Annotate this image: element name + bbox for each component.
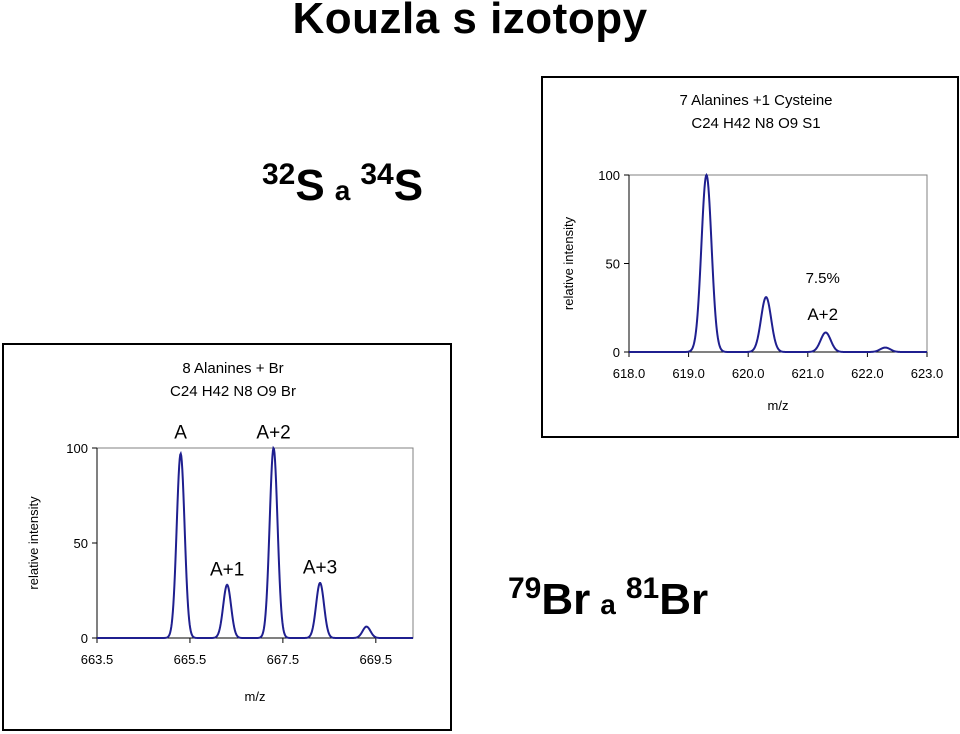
x-tick-label: 618.0 [613,366,646,381]
plot-area [628,174,928,353]
conjunction: a [334,175,351,206]
peak-annotation: 7.5% [806,270,840,287]
y-axis-label: relative intensity [561,216,576,310]
x-tick-label: 623.0 [911,366,944,381]
x-tick-label: 669.5 [360,652,393,667]
spectrum-panel-cysteine: 7 Alanines +1 Cysteine C24 H42 N8 O9 S1 0 5… [541,76,959,438]
element-symbol: S [393,161,424,210]
y-tick-label: 0 [81,631,88,646]
plot-area [96,447,414,639]
mass-number: 32 [262,158,296,191]
spectrum-chart-bromine: 8 Alanines + Br C24 H42 N8 O9 Br 0 50 100 663… [26,360,414,704]
y-tick-label: 50 [74,536,88,551]
spectrum-line [97,445,413,639]
peak-annotation: A [174,422,187,443]
element-symbol: Br [659,575,709,624]
spectrum-panel-bromine: 8 Alanines + Br C24 H42 N8 O9 Br 0 50 100 663… [2,343,452,731]
x-tick-label: 620.0 [732,366,765,381]
isotope-label-bromine: 79Br a 81Br [508,574,708,622]
x-axis-label: m/z [245,689,266,704]
x-axis-label: m/z [768,398,789,413]
element-symbol: Br [541,575,591,624]
mass-number: 81 [625,572,660,605]
y-tick-label: 0 [613,345,620,360]
chart-subtitle: C24 H42 N8 O9 S1 [691,115,820,132]
chart-subtitle: C24 H42 N8 O9 Br [170,383,296,400]
peak-annotation: A+3 [303,557,337,578]
spectrum-line [629,173,927,353]
conjunction: a [600,589,616,620]
y-tick-label: 100 [66,441,88,456]
element-symbol: S [295,161,325,210]
mass-number: 34 [360,158,394,191]
x-tick-label: 663.5 [81,652,114,667]
chart-title: 8 Alanines + Br [182,360,283,377]
isotope-label-sulfur: 32S a 34S [262,160,423,208]
chart-title: 7 Alanines +1 Cysteine [679,92,832,109]
x-tick-label: 622.0 [851,366,884,381]
peak-annotation: A+2 [256,422,290,443]
peak-annotation: A+1 [210,559,244,580]
mass-number: 79 [508,572,542,605]
y-axis-label: relative intensity [26,496,41,590]
page-title: Kouzla s izotopy [292,0,648,43]
x-tick-label: 619.0 [672,366,705,381]
y-tick-label: 50 [606,257,620,272]
x-tick-label: 665.5 [174,652,207,667]
peak-annotation: A+2 [807,305,838,324]
y-tick-label: 100 [598,168,620,183]
spectrum-chart-cysteine: 7 Alanines +1 Cysteine C24 H42 N8 O9 S1 0 5… [561,92,944,413]
x-tick-label: 621.0 [792,366,825,381]
x-tick-label: 667.5 [267,652,300,667]
